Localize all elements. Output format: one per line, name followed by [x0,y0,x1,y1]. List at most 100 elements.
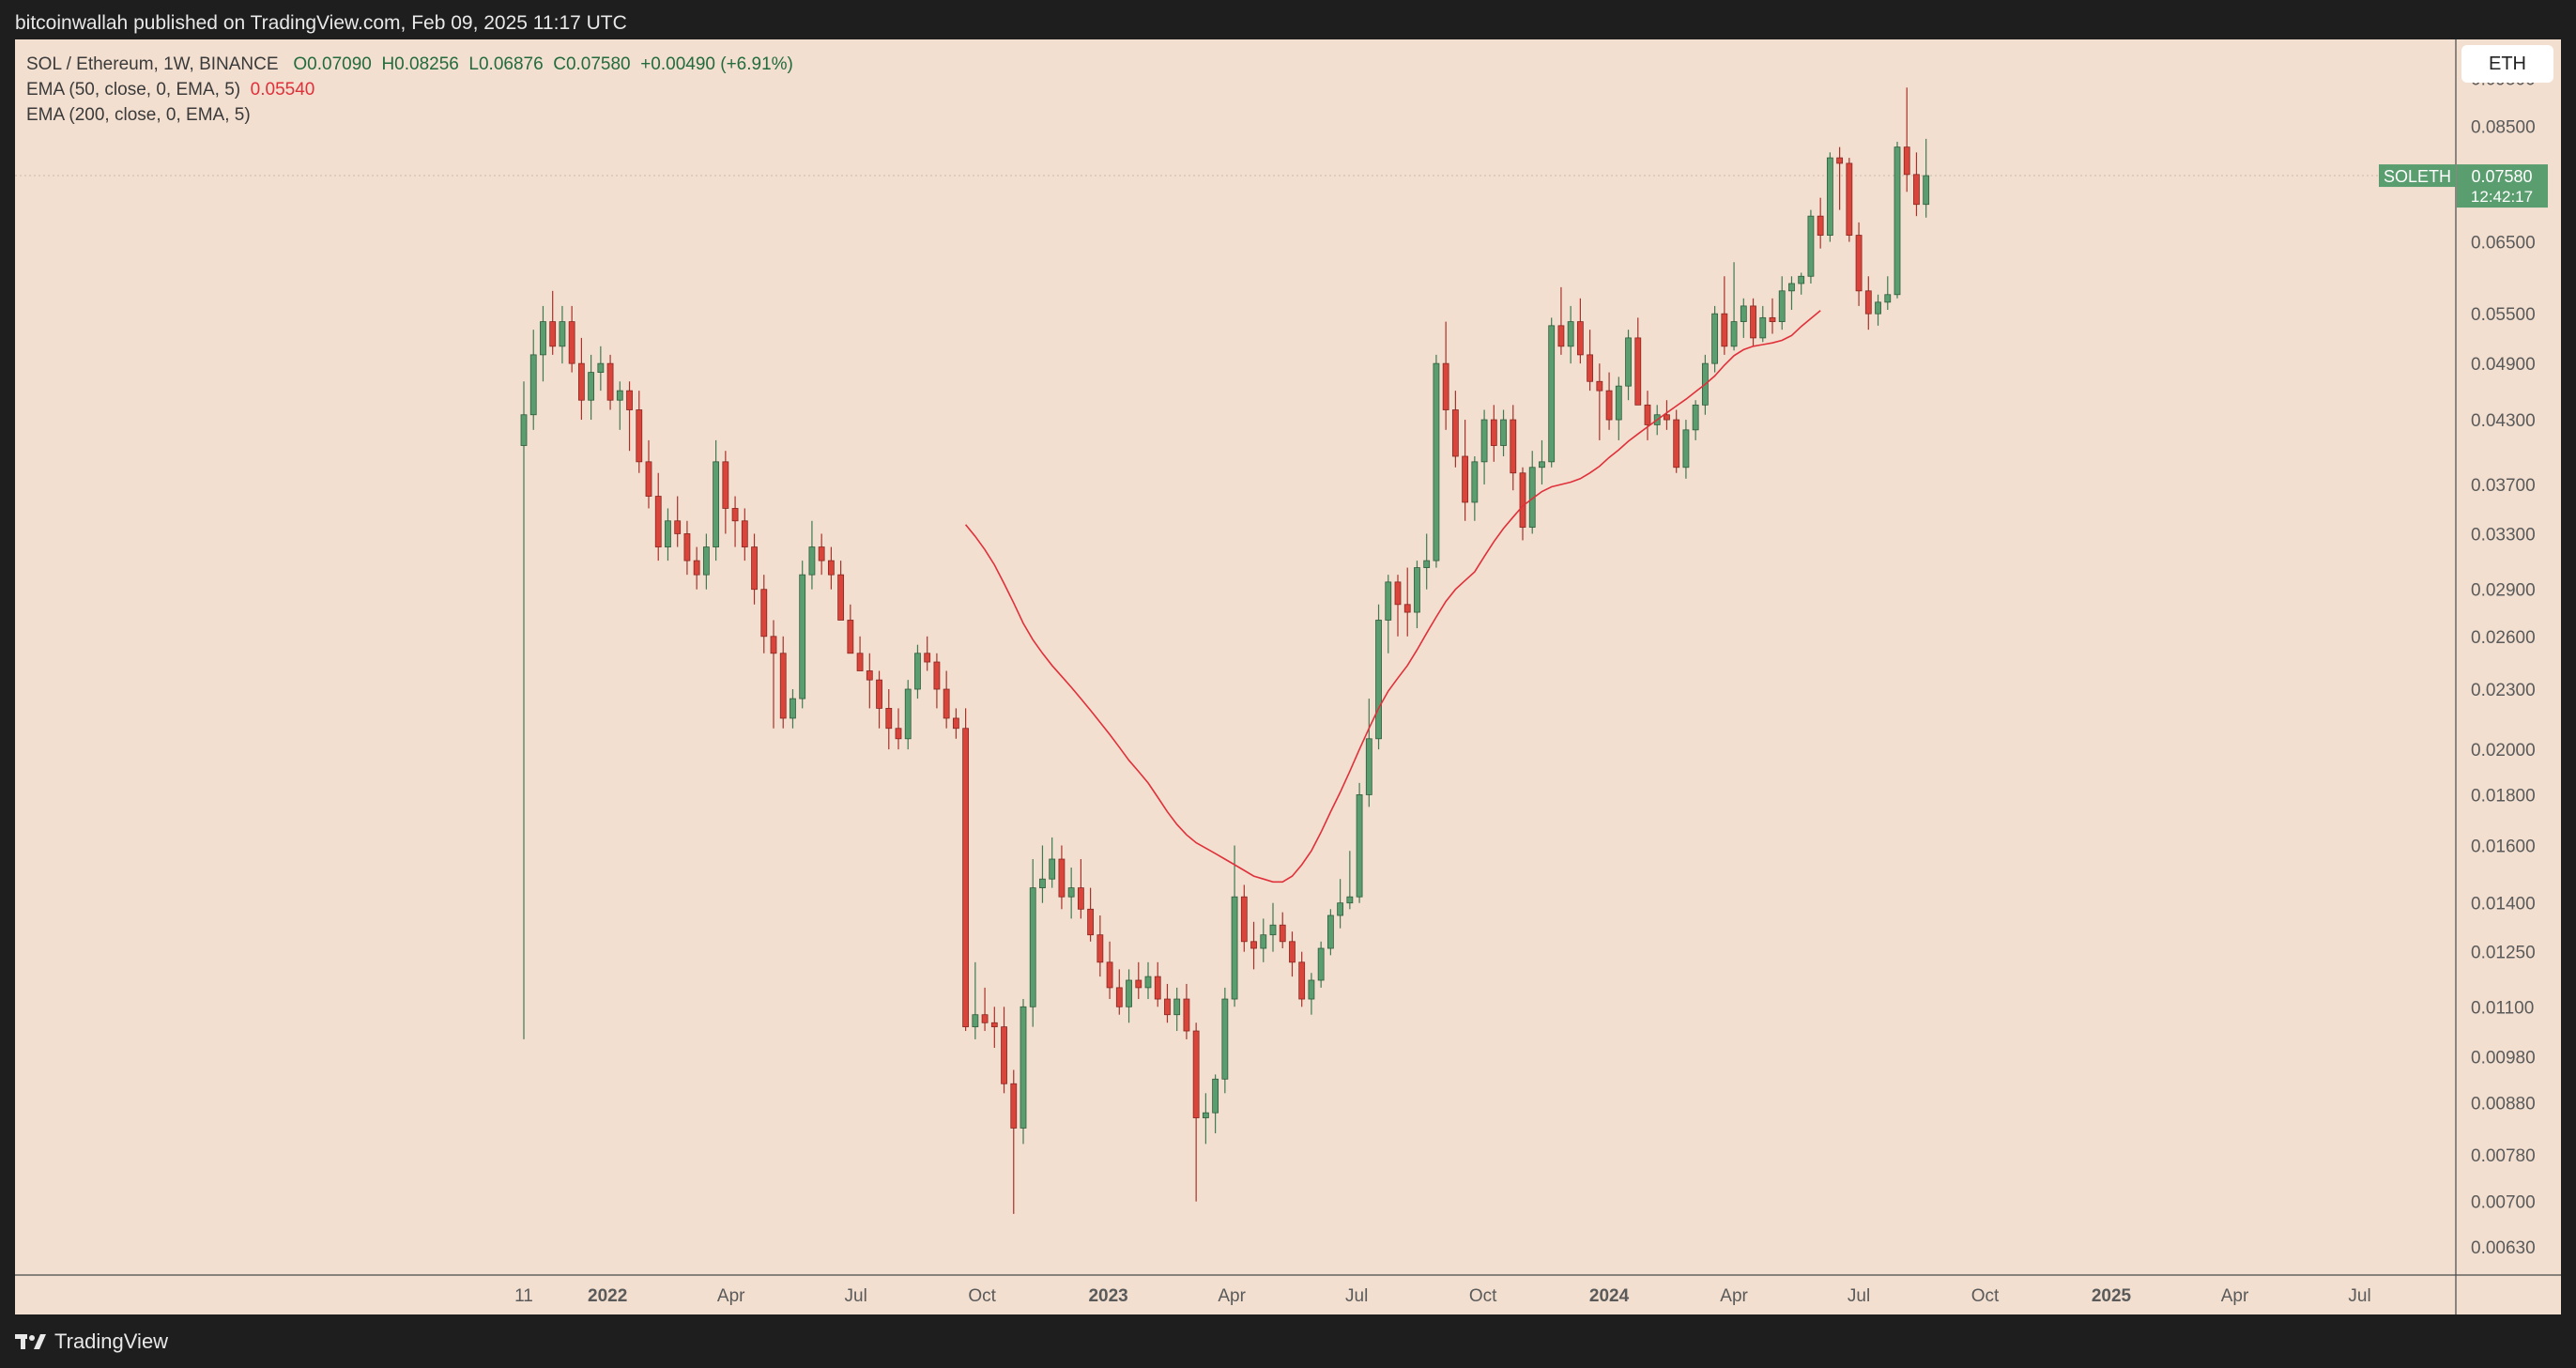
candle-body [1836,157,1844,164]
candle-body [588,372,595,401]
tradingview-logo[interactable]: TradingView [15,1330,168,1354]
x-tick-label: Apr [2221,1286,2249,1306]
published-header: bitcoinwallah published on TradingView.c… [15,12,627,34]
candle-body [1539,461,1545,469]
currency-button[interactable]: ETH [2461,45,2553,83]
candle-body [529,354,537,416]
y-tick-label: 0.04300 [2471,411,2536,431]
candle-body [540,321,546,356]
candle-body [606,362,614,401]
candle-body [751,546,758,591]
candle-body [1202,1112,1209,1118]
y-tick-label: 0.02000 [2471,741,2536,761]
candle-body [1711,313,1719,364]
candle-body [808,546,816,576]
candle-body [1673,419,1680,469]
candle-body [1894,146,1901,296]
candle-body [904,688,912,740]
candle-body [1126,979,1132,1007]
legend-symbol[interactable]: SOL / Ethereum, 1W, BINANCE [26,54,279,74]
candle-body [1020,1006,1027,1129]
candle-body [1433,362,1440,561]
y-tick-label: 0.01250 [2471,944,2536,963]
candle-body [1807,215,1815,277]
candle-body [1260,934,1267,949]
candle-body [1923,175,1930,206]
candle-body [1394,581,1402,606]
y-tick-label: 0.00780 [2471,1146,2536,1166]
legend-symbol-row: SOL / Ethereum, 1W, BINANCE O0.07090 H0.… [26,52,793,77]
candle-body [1442,362,1449,410]
candle-body [1846,162,1853,236]
x-tick-label: 2025 [2092,1286,2132,1306]
candle-body [722,461,729,509]
footer: TradingView [0,1314,2576,1368]
candle-body [1740,305,1747,322]
candle-body [1231,896,1238,1000]
candle-body [1519,472,1526,528]
candle-body [1510,419,1517,474]
candle-body [549,321,557,347]
y-tick-label: 0.08500 [2471,118,2536,138]
candle-body [1414,567,1420,613]
candle-body [1615,385,1622,421]
y-tick-label: 0.00700 [2471,1193,2536,1213]
candle-body [1269,924,1277,936]
candle-body [654,496,662,547]
x-tick-label: 2023 [1088,1286,1127,1306]
candle-body [1462,455,1469,503]
candle-body [1576,321,1584,356]
candle-body [1817,215,1824,236]
candle-body [876,679,882,709]
candle-body [577,362,585,401]
candle-body [1490,419,1497,446]
chart-legend: SOL / Ethereum, 1W, BINANCE O0.07090 H0.… [26,52,793,128]
candle-body [1451,409,1459,457]
candle-body [568,321,575,364]
legend-ema200-row: EMA (200, close, 0, EMA, 5) [26,102,793,128]
candle-body [1875,301,1881,315]
candle-body [1212,1078,1219,1114]
candle-body [1221,998,1229,1080]
candle-body [520,414,528,446]
candle-body [818,546,825,561]
candle-body [1903,146,1910,176]
legend-open: O0.07090 [293,54,372,74]
candle-body [1778,290,1786,322]
candle-body [1173,998,1181,1016]
candle-body [1864,290,1872,315]
candle-body [1625,337,1632,387]
candle-body [866,670,873,681]
y-tick-label: 0.06500 [2471,234,2536,254]
candle-body [1029,887,1036,1007]
price-tag-symbol-box [2379,164,2456,188]
candle-body [1337,902,1344,916]
legend-close: C0.07580 [553,54,631,74]
x-tick-label: Jul [845,1286,867,1306]
candle-body [683,533,691,561]
candle-body [1721,313,1728,347]
candle-body [1298,961,1306,1000]
candle-body [665,520,671,547]
price-tag-countdown: 12:42:17 [2471,188,2533,206]
candle-body [1375,620,1382,740]
price-tag-price: 0.07580 [2471,167,2532,186]
candle-body [1567,321,1574,347]
legend-ema50-row: EMA (50, close, 0, EMA, 5) 0.05540 [26,77,793,102]
x-tick-label: Oct [1971,1286,2000,1306]
candle-body [1682,429,1690,469]
candle-body [1049,858,1056,880]
candle-body [1001,1026,1007,1084]
candle-body [1106,961,1113,989]
candle-body [827,560,835,576]
candle-body [1067,887,1075,898]
legend-ema50-label[interactable]: EMA (50, close, 0, EMA, 5) [26,80,241,100]
y-tick-label: 0.01800 [2471,786,2536,806]
candle-body [1308,979,1315,1000]
legend-ema200-label[interactable]: EMA (200, close, 0, EMA, 5) [26,105,251,125]
x-tick-label: 2022 [588,1286,627,1306]
candle-body [847,620,854,654]
candle-body [1798,275,1805,284]
y-tick-label: 0.01100 [2471,998,2534,1018]
